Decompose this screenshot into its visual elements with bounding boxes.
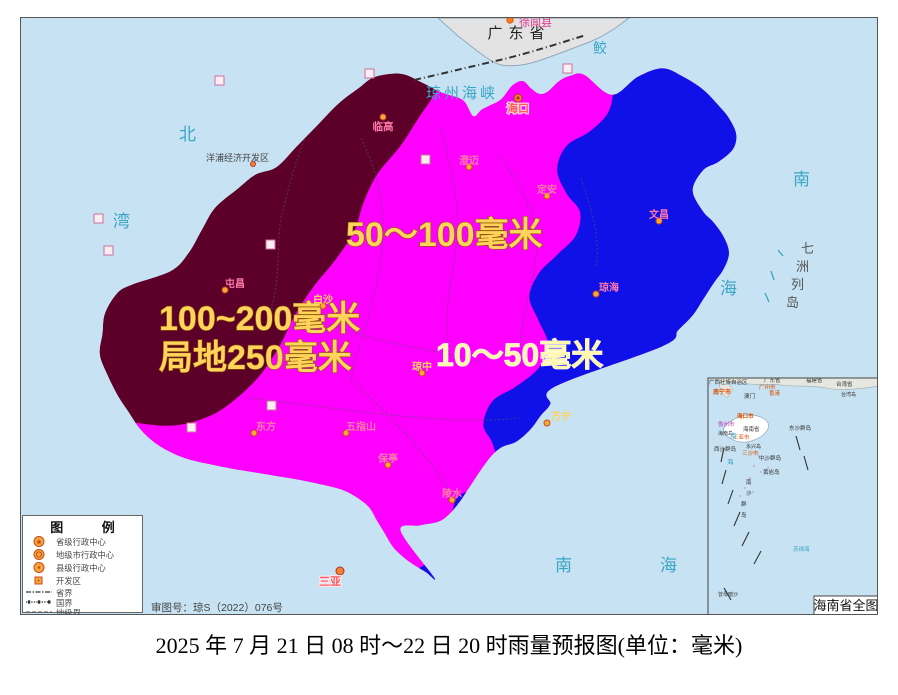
- svg-text:洋浦经济开发区: 洋浦经济开发区: [206, 152, 269, 163]
- svg-text:列: 列: [791, 277, 804, 292]
- svg-text:屯昌: 屯昌: [225, 277, 245, 290]
- svg-text:海: 海: [660, 556, 677, 575]
- svg-text:湾: 湾: [113, 212, 130, 231]
- svg-text:儋州市: 儋州市: [718, 420, 735, 428]
- svg-text:局地250毫米: 局地250毫米: [159, 339, 352, 377]
- svg-text:台湾岛: 台湾岛: [841, 391, 856, 398]
- svg-text:海: 海: [720, 279, 737, 298]
- svg-text:洲: 洲: [796, 259, 809, 274]
- svg-text:审图号：琼S（2022）076号: 审图号：琼S（2022）076号: [151, 601, 283, 614]
- svg-text:琼州海峡: 琼州海峡: [426, 85, 498, 102]
- svg-text:徐闻县: 徐闻县: [519, 18, 552, 29]
- svg-text:★: ★: [35, 537, 42, 546]
- svg-text:南宁市: 南宁市: [713, 388, 731, 396]
- svg-text:苏禄海: 苏禄海: [793, 545, 810, 553]
- svg-text:南: 南: [555, 556, 572, 575]
- svg-text:琼海: 琼海: [599, 281, 619, 294]
- svg-text:福建省: 福建省: [806, 376, 823, 384]
- svg-text:50～100毫米: 50～100毫米: [346, 216, 543, 254]
- svg-text:南: 南: [730, 431, 737, 440]
- svg-text:香港: 香港: [769, 389, 781, 397]
- svg-text:鲛: 鲛: [593, 40, 607, 56]
- svg-text:陵水: 陵水: [442, 487, 463, 500]
- svg-text:临高: 临高: [373, 120, 394, 133]
- svg-text:三沙市: 三沙市: [742, 449, 759, 457]
- svg-text:三亚: 三亚: [319, 575, 341, 588]
- svg-text:广州市: 广州市: [759, 383, 776, 391]
- svg-text:岛: 岛: [786, 295, 799, 310]
- svg-text:海口市: 海口市: [737, 412, 754, 420]
- svg-text:海: 海: [727, 457, 734, 466]
- svg-text:沙: 沙: [746, 490, 752, 497]
- svg-text:海南省: 海南省: [743, 425, 760, 433]
- svg-text:中沙群岛: 中沙群岛: [759, 454, 782, 462]
- svg-text:海口: 海口: [507, 101, 529, 115]
- svg-text:10～50毫米: 10～50毫米: [436, 337, 603, 373]
- svg-text:广西壮族自治区: 广西壮族自治区: [709, 378, 748, 386]
- svg-text:南: 南: [793, 170, 810, 189]
- svg-text:万宁: 万宁: [550, 410, 571, 423]
- svg-text:七: 七: [801, 241, 814, 256]
- svg-text:北: 北: [179, 125, 196, 144]
- svg-text:五指山: 五指山: [346, 420, 376, 433]
- svg-text:黄岩岛: 黄岩岛: [763, 468, 780, 476]
- svg-text:白沙: 白沙: [313, 293, 333, 306]
- svg-text:定安: 定安: [537, 183, 557, 196]
- svg-text:广东省: 广东省: [764, 376, 781, 384]
- svg-text:南: 南: [746, 478, 752, 486]
- svg-text:曾母暗沙: 曾母暗沙: [718, 591, 738, 598]
- svg-text:澳门: 澳门: [744, 392, 755, 400]
- svg-text:文昌: 文昌: [649, 208, 669, 221]
- svg-text:保亭: 保亭: [377, 452, 398, 465]
- svg-text:琼中: 琼中: [412, 360, 432, 373]
- svg-text:澄迈: 澄迈: [459, 154, 479, 167]
- svg-text:台湾省: 台湾省: [836, 380, 853, 388]
- svg-text:海南省全图: 海南省全图: [813, 598, 878, 613]
- svg-text:东方: 东方: [256, 420, 276, 433]
- svg-text:西沙群岛: 西沙群岛: [714, 445, 737, 453]
- svg-text:岛: 岛: [741, 511, 747, 519]
- svg-text:永兴岛: 永兴岛: [746, 443, 761, 450]
- svg-text:群: 群: [741, 500, 747, 508]
- svg-text:东沙群岛: 东沙群岛: [789, 424, 812, 432]
